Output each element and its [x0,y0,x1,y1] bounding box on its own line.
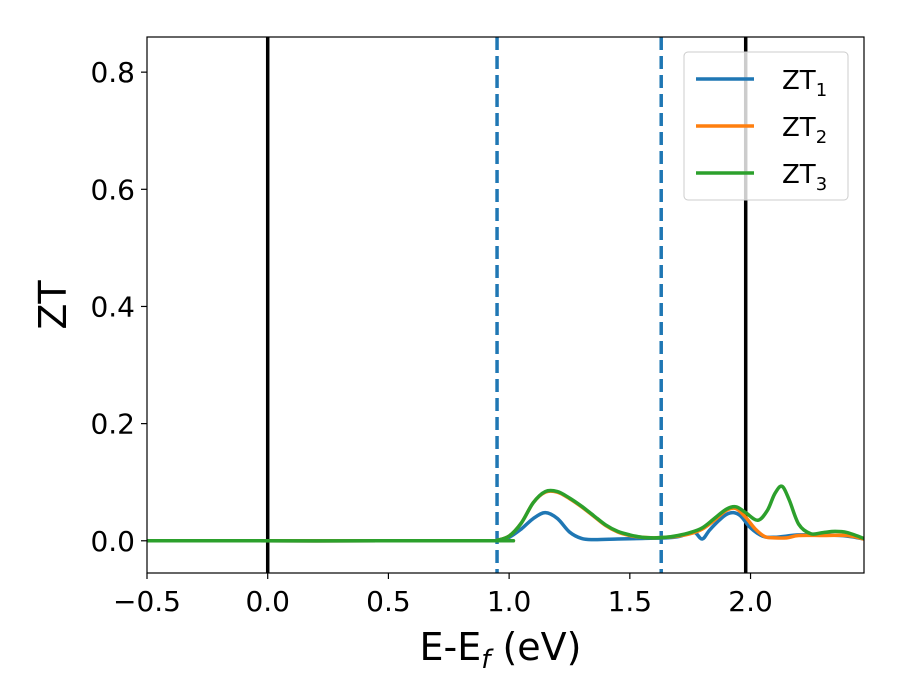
y-axis-title: ZT [31,280,75,330]
legend-box [683,51,849,201]
legend-label-zt2: ZT2 [782,113,827,148]
x-tick-label: 1.5 [608,585,653,618]
y-tick-label: 0.0 [90,525,135,558]
x-tick-label: 0.5 [366,585,411,618]
y-tick-label: 0.4 [90,290,135,323]
legend-label-zt1: ZT1 [782,66,827,101]
ticks: −0.5 0.0 0.5 1.0 1.5 2.0 0.0 0.2 0.4 0.6 0.8 [90,56,772,618]
x-axis-title: E-Ef (eV) [420,625,582,675]
y-tick-label: 0.2 [90,408,135,441]
legend: ZT1 ZT2 ZT3 [683,51,849,201]
x-tick-label: 2.0 [728,585,773,618]
x-axis-title-unit: (eV) [490,625,581,669]
x-axis-title-main: E-E [420,625,482,669]
y-tick-label: 0.6 [90,173,135,206]
x-tick-label: −0.5 [113,585,181,618]
series-line-zt3 [147,484,864,543]
axes-frame [146,36,865,574]
y-tick-label: 0.8 [90,56,135,89]
legend-label-zt3: ZT3 [782,160,827,195]
x-tick-label: 1.0 [487,585,532,618]
x-tick-label: 0.0 [245,585,290,618]
